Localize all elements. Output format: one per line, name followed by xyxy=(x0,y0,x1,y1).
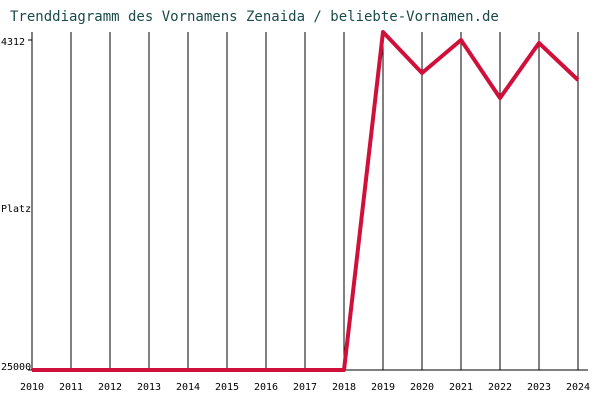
y-axis-label: Platz xyxy=(1,204,31,215)
x-tick-label: 2020 xyxy=(410,382,434,393)
x-tick-label: 2019 xyxy=(371,382,395,393)
chart-title: Trenddiagramm des Vornamens Zenaida / be… xyxy=(10,9,499,25)
data-line xyxy=(32,30,580,372)
x-tick-label: 2022 xyxy=(488,382,512,393)
x-tick-label: 2013 xyxy=(137,382,161,393)
x-tick-label: 2018 xyxy=(332,382,356,393)
x-tick-label: 2017 xyxy=(293,382,317,393)
y-tick-label: 25000 xyxy=(1,362,31,373)
y-tick-label: 4312 xyxy=(1,37,25,48)
x-tick-label: 2014 xyxy=(176,382,200,393)
x-tick-label: 2015 xyxy=(215,382,239,393)
x-tick-label: 2010 xyxy=(20,382,44,393)
x-tick-label: 2016 xyxy=(254,382,278,393)
x-tick-label: 2011 xyxy=(59,382,83,393)
x-tick-label: 2021 xyxy=(449,382,473,393)
x-tick-label: 2023 xyxy=(527,382,551,393)
x-tick-label: 2012 xyxy=(98,382,122,393)
x-tick-label: 2024 xyxy=(566,382,590,393)
